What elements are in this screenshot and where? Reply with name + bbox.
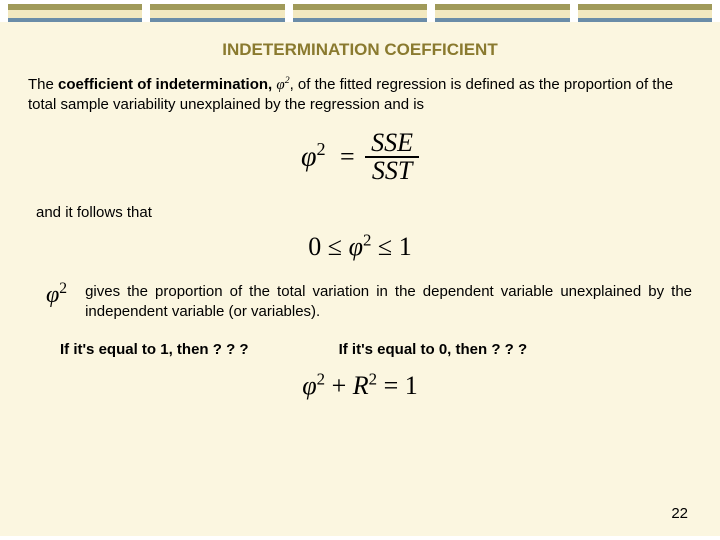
para2-phi-symbol: φ2	[46, 280, 67, 309]
slide-title: INDETERMINATION COEFFICIENT	[28, 40, 692, 60]
eq2-sup: 2	[363, 231, 371, 250]
eq1-phi: φ	[301, 142, 317, 173]
equation-sum: φ2 + R2 = 1	[28, 370, 692, 402]
bar-cream	[578, 10, 712, 18]
question-if-one: If it's equal to 1, then ? ? ?	[60, 341, 249, 358]
eq3-R-sup: 2	[369, 370, 377, 389]
eq3-phi-sup: 2	[317, 370, 325, 389]
para2-sup: 2	[59, 280, 67, 297]
intro-phi-symbol: φ	[276, 77, 284, 93]
questions-row: If it's equal to 1, then ? ? ? If it's e…	[60, 341, 692, 358]
bar-cream	[293, 10, 427, 18]
eq2-le1: ≤	[328, 232, 342, 261]
bar-cream	[150, 10, 284, 18]
top-accent-bars	[0, 0, 720, 22]
explanation-row: φ2 gives the proportion of the total var…	[46, 282, 692, 323]
equation-fraction: φ2 = SSE SST	[28, 130, 692, 184]
page-number: 22	[671, 505, 688, 522]
eq3-R: R	[353, 371, 369, 400]
eq3-plus: +	[332, 371, 347, 400]
intro-bold-term: coefficient of indetermination,	[58, 76, 276, 93]
follows-text: and it follows that	[36, 204, 692, 221]
eq3-one: 1	[405, 371, 418, 400]
eq2-zero: 0	[308, 232, 321, 261]
equation-bounds: 0 ≤ φ2 ≤ 1	[28, 231, 692, 263]
slide-content: INDETERMINATION COEFFICIENT The coeffici…	[0, 22, 720, 536]
para2-phi: φ	[46, 282, 59, 308]
eq1-denominator: SST	[365, 156, 419, 184]
eq2-one: 1	[399, 232, 412, 261]
eq2-phi: φ	[349, 232, 363, 261]
intro-paragraph: The coefficient of indetermination, φ2, …	[28, 74, 692, 116]
accent-bar-group	[150, 4, 284, 22]
eq1-sup: 2	[316, 139, 325, 159]
accent-bar-group	[578, 4, 712, 22]
eq1-equals: =	[340, 142, 355, 172]
accent-bar-group	[8, 4, 142, 22]
intro-prefix: The	[28, 76, 58, 93]
eq3-phi: φ	[302, 371, 316, 400]
bar-cream	[8, 10, 142, 18]
accent-bar-group	[435, 4, 569, 22]
bar-cream	[435, 10, 569, 18]
eq1-numerator: SSE	[365, 130, 419, 156]
eq2-le2: ≤	[378, 232, 392, 261]
explanation-text: gives the proportion of the total variat…	[85, 282, 692, 323]
eq3-equals: =	[384, 371, 399, 400]
question-if-zero: If it's equal to 0, then ? ? ?	[339, 341, 528, 358]
accent-bar-group	[293, 4, 427, 22]
